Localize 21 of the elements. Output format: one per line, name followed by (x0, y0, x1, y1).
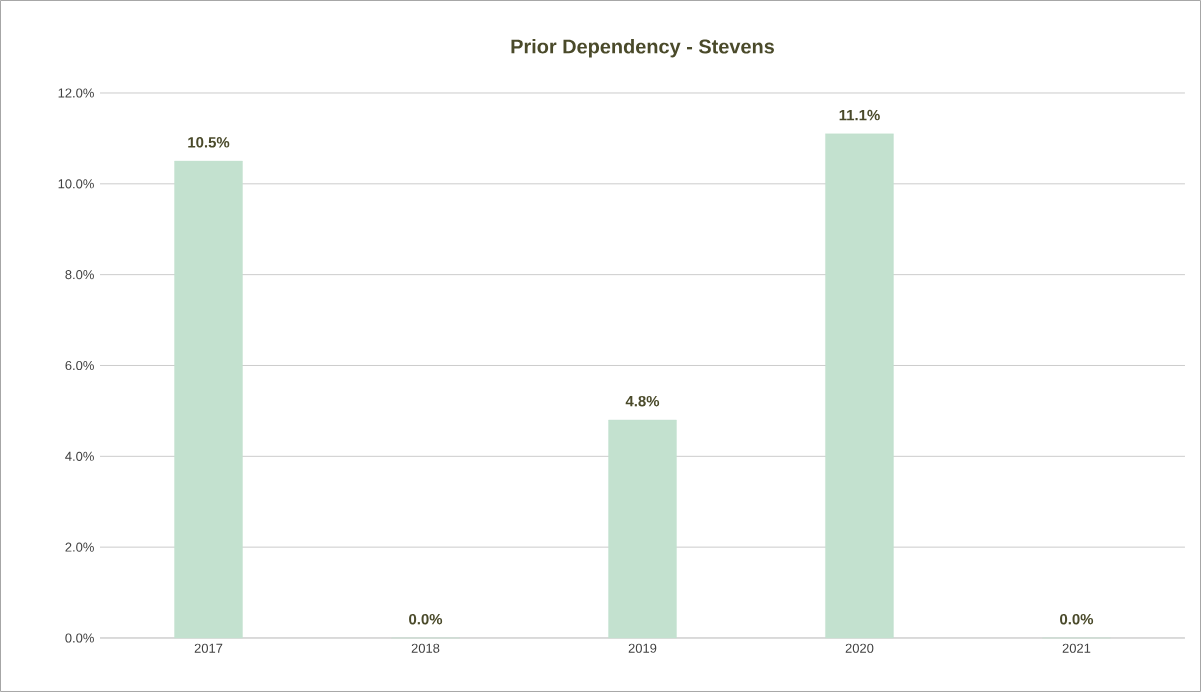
x-tick-label: 2021 (1062, 643, 1091, 653)
bar (825, 133, 894, 639)
y-tick-label: 8.0% (65, 270, 94, 280)
x-tick-label: 2020 (845, 643, 874, 653)
data-label: 4.8% (625, 395, 660, 407)
y-tick-label: 6.0% (65, 360, 94, 371)
chart-title: Prior Dependency - Stevens (511, 38, 774, 58)
y-tick-label: 0.0% (65, 633, 94, 643)
x-tick-label: 2019 (628, 643, 657, 653)
data-label: 10.5% (188, 137, 230, 148)
y-tick-label: 4.0% (65, 451, 94, 461)
y-tick-label: 12.0% (58, 88, 94, 98)
data-label: 0.0% (1060, 613, 1094, 625)
y-tick-label: 10.0% (58, 179, 94, 189)
x-tick-label: 2018 (411, 643, 440, 653)
data-label: 0.0% (409, 613, 443, 625)
data-label: 11.1% (839, 109, 880, 121)
x-tick-label: 2017 (194, 643, 223, 653)
bar (608, 419, 677, 639)
y-tick-label: 2.0% (65, 542, 94, 552)
bar (174, 160, 243, 639)
